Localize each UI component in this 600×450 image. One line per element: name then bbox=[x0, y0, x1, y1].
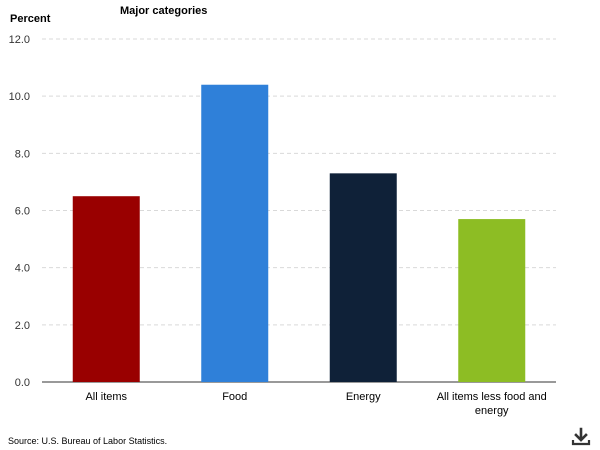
x-axis-labels: All items Food Energy All items less food a… bbox=[85, 391, 546, 417]
y-tick-label: 6.0 bbox=[15, 206, 30, 218]
bar-energy bbox=[329, 173, 397, 382]
bar-all-items-less-food-and-energy bbox=[458, 219, 526, 382]
source-note: Source: U.S. Bureau of Labor Statistics. bbox=[8, 436, 167, 446]
y-tick-label: 8.0 bbox=[15, 148, 30, 160]
bar-all-items bbox=[72, 196, 140, 382]
y-axis-title: Percent bbox=[10, 13, 51, 25]
download-icon[interactable] bbox=[570, 426, 592, 448]
chart-title: Major categories bbox=[120, 5, 207, 17]
bars bbox=[72, 84, 526, 382]
y-tick-label: 12.0 bbox=[9, 34, 30, 46]
bar-food bbox=[201, 84, 269, 382]
x-tick-label: Energy bbox=[346, 391, 381, 403]
y-tick-label: 10.0 bbox=[9, 91, 30, 103]
y-axis-ticks: 0.0 2.0 4.0 6.0 8.0 10.0 12.0 bbox=[9, 34, 30, 389]
x-tick-label: All items less food and energy bbox=[437, 391, 547, 417]
x-tick-label: Food bbox=[222, 391, 247, 403]
y-tick-label: 0.0 bbox=[15, 377, 30, 389]
y-tick-label: 2.0 bbox=[15, 320, 30, 332]
x-tick-label: All items bbox=[85, 391, 127, 403]
y-tick-label: 4.0 bbox=[15, 263, 30, 275]
